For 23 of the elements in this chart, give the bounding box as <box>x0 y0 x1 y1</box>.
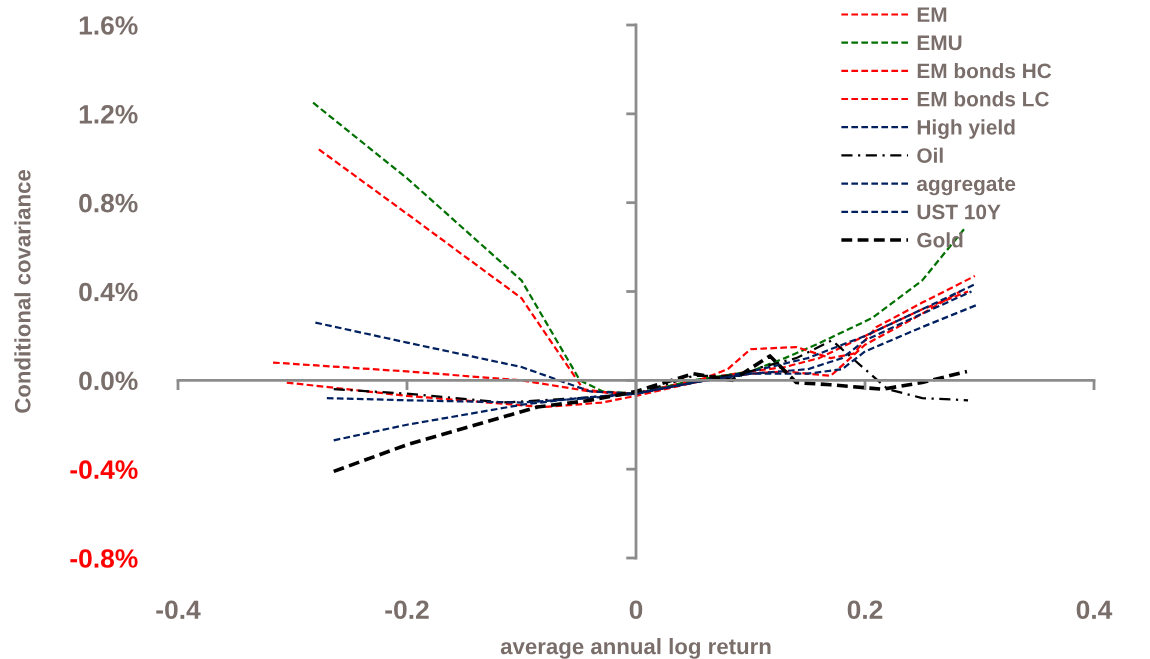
x-tick-label: 0 <box>629 600 643 620</box>
y-tick-label: 0.4% <box>79 282 138 302</box>
legend-label: High yield <box>917 119 1015 139</box>
y-tick-label: 1.6% <box>79 16 138 35</box>
legend-label: EM bonds LC <box>917 91 1049 107</box>
legend-label: EMU <box>917 35 962 51</box>
y-tick-label: -0.8% <box>70 549 138 568</box>
legend-label: EM <box>917 7 947 22</box>
y-tick-label: 1.2% <box>79 104 138 124</box>
y-axis-title: Conditional covariance <box>14 170 31 413</box>
legend-label: Oil <box>917 147 943 163</box>
legend-label: EM bonds HC <box>917 63 1052 79</box>
x-tick-label: 0.4 <box>1076 600 1113 620</box>
x-axis-title: average annual log return <box>500 638 771 659</box>
legend-label: UST 10Y <box>917 204 1001 220</box>
legend-label: aggregate <box>916 177 1016 196</box>
y-tick-label: 0.8% <box>79 193 138 213</box>
x-tick-label: -0.4 <box>156 600 201 620</box>
y-tick-label: 0.0% <box>79 371 138 391</box>
x-tick-label: -0.2 <box>385 600 429 620</box>
x-tick-label: 0.2 <box>847 600 883 620</box>
y-tick-label: -0.4% <box>70 460 138 479</box>
legend-label: Gold <box>917 232 963 248</box>
